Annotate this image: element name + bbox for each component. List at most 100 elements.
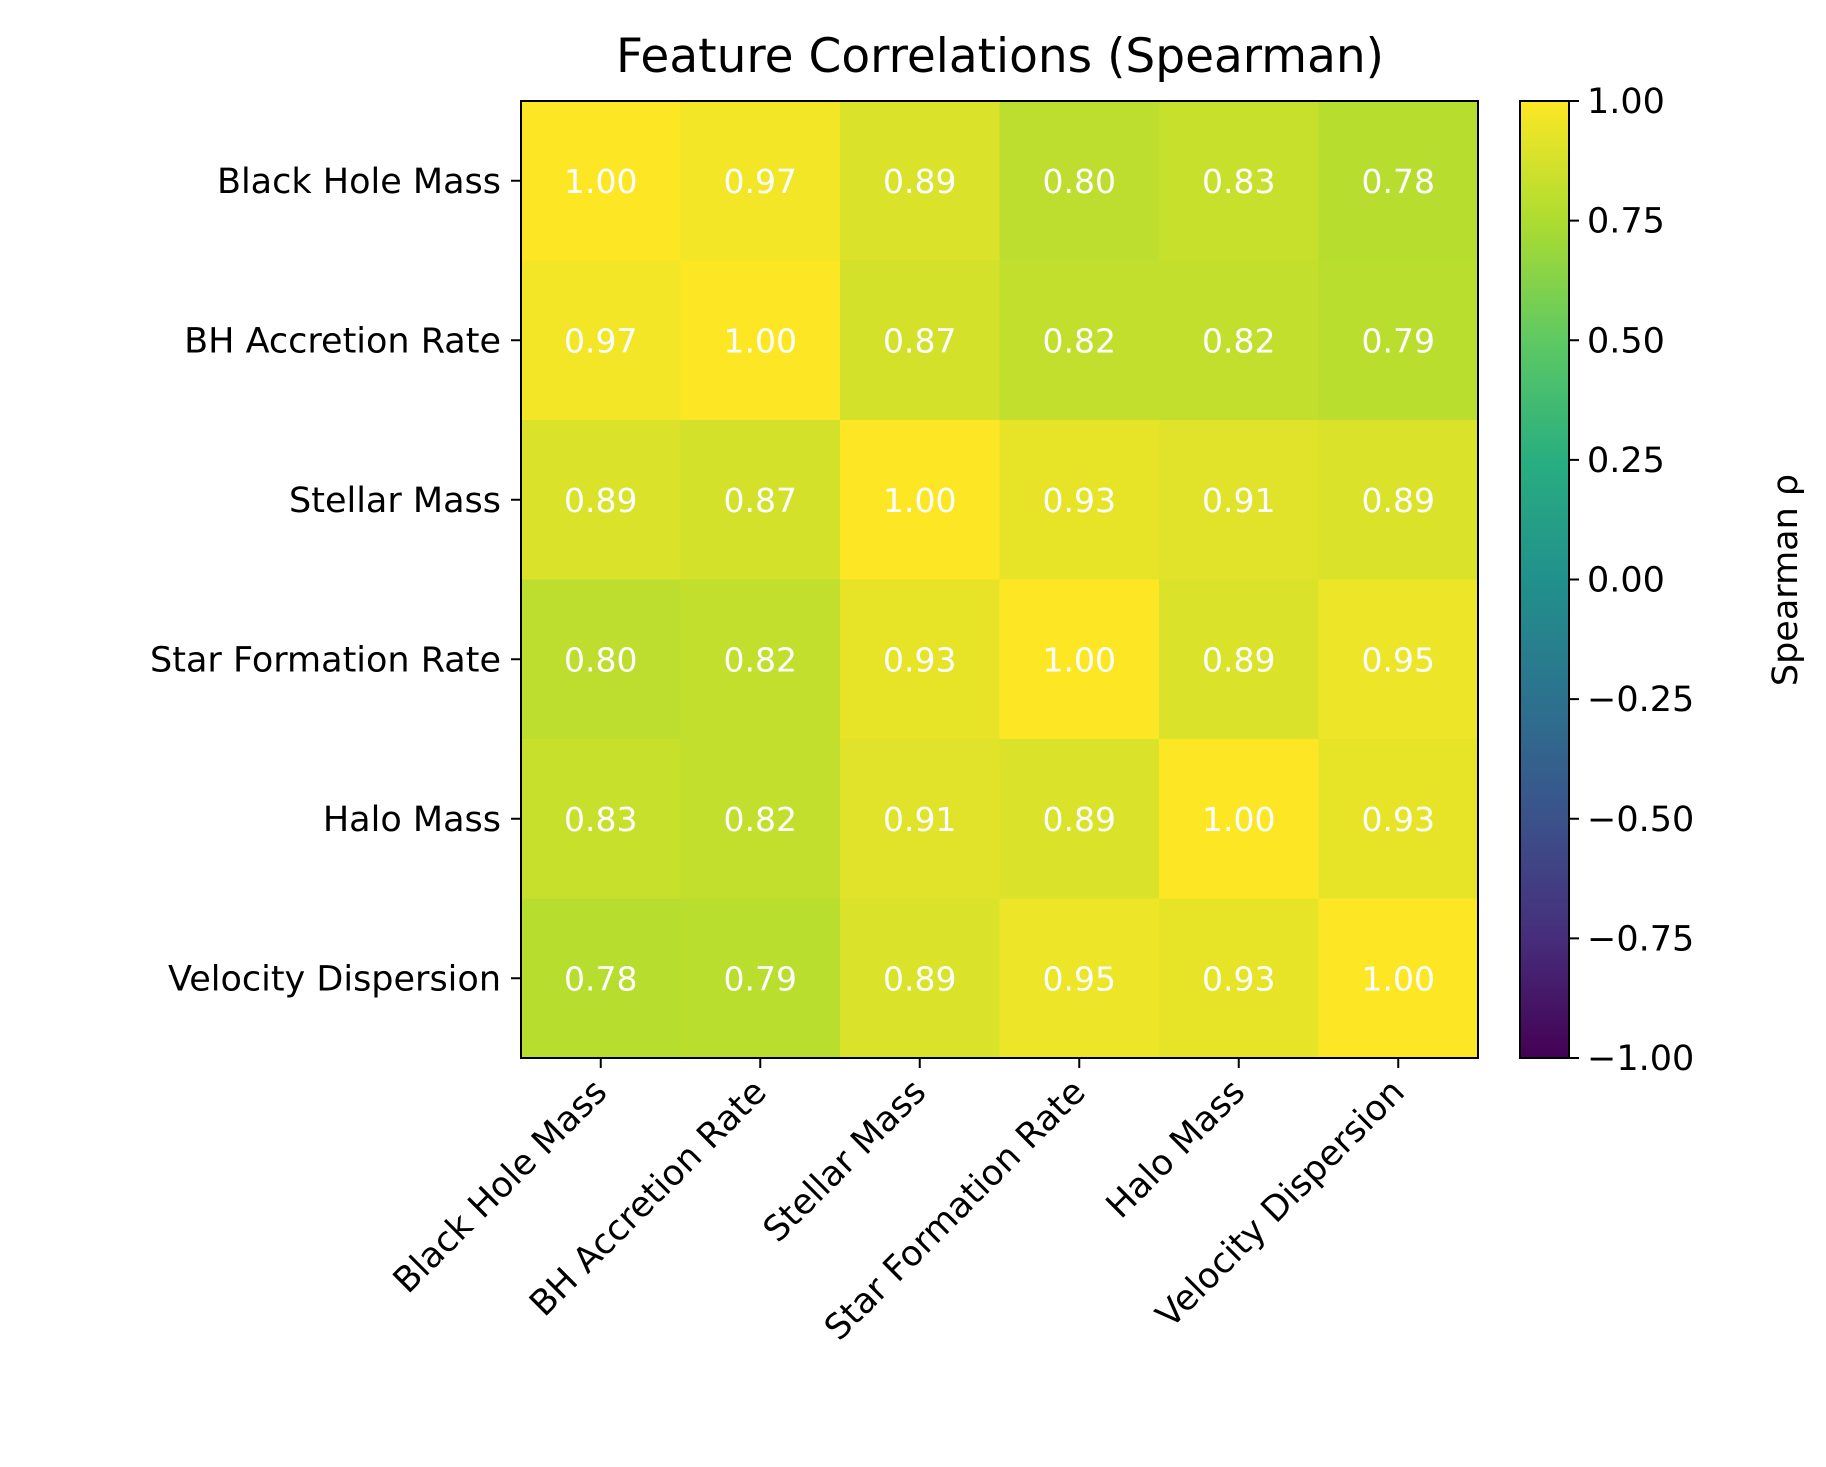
heatmap-cell <box>1318 101 1479 261</box>
heatmap-cell <box>840 898 1000 1059</box>
cell-value-label: 0.97 <box>724 162 797 201</box>
heatmap-cell <box>521 898 681 1059</box>
heatmap-cell <box>680 579 841 740</box>
heatmap-cell <box>680 420 841 580</box>
heatmap-cell <box>840 101 1000 261</box>
colorbar-tick-label: −0.75 <box>1587 919 1694 959</box>
cell-value-label: 0.78 <box>564 959 637 998</box>
heatmap-cell <box>840 420 1000 580</box>
heatmap-cell <box>1159 739 1319 899</box>
heatmap-cell <box>680 898 841 1059</box>
heatmap-cell <box>1159 579 1319 740</box>
cell-value-label: 0.91 <box>1202 481 1275 520</box>
chart-title: Feature Correlations (Spearman) <box>616 29 1384 84</box>
cell-value-label: 0.89 <box>564 481 637 520</box>
cell-value-label: 0.80 <box>1043 162 1116 201</box>
y-axis: Black Hole Mass BH Accretion Rate Stellar … <box>150 162 521 999</box>
heatmap-cell <box>521 420 681 580</box>
heatmap-cell-labels: 1.00 0.97 0.89 0.80 0.83 0.78 0.97 1.00 0.87 0.82… <box>564 162 1435 999</box>
x-tick-label: Halo Mass <box>1099 1072 1253 1226</box>
cell-value-label: 0.93 <box>1362 800 1435 839</box>
x-tick-label: Star Formation Rate <box>817 1072 1093 1348</box>
heatmap-cell <box>999 260 1160 421</box>
colorbar-label: Spearman ρ <box>1766 474 1806 686</box>
cell-value-label: 1.00 <box>1202 800 1275 839</box>
colorbar-tick-label: −0.25 <box>1587 680 1694 720</box>
heatmap-cell <box>521 579 681 740</box>
heatmap-cell <box>1159 101 1319 261</box>
cell-value-label: 0.82 <box>724 640 797 679</box>
heatmap-cell <box>840 579 1000 740</box>
colorbar-tick-label: −0.50 <box>1587 800 1694 840</box>
heatmap-cell <box>999 579 1160 740</box>
heatmap-cell <box>1318 260 1479 421</box>
cell-value-label: 0.95 <box>1043 959 1116 998</box>
plot-frame <box>520 100 1479 1059</box>
cell-value-label: 0.87 <box>883 321 956 360</box>
cell-value-label: 0.93 <box>1202 959 1275 998</box>
cell-value-label: 0.82 <box>1043 321 1116 360</box>
y-tick-label: BH Accretion Rate <box>184 321 501 361</box>
cell-value-label: 0.89 <box>1043 800 1116 839</box>
y-tick-label: Halo Mass <box>323 800 501 840</box>
cell-value-label: 0.89 <box>883 162 956 201</box>
colorbar-tick-label: 1.00 <box>1587 82 1665 122</box>
cell-value-label: 0.93 <box>1043 481 1116 520</box>
cell-value-label: 0.91 <box>883 800 956 839</box>
cell-value-label: 0.82 <box>1202 321 1275 360</box>
colorbar <box>1519 100 1570 1059</box>
cell-value-label: 0.95 <box>1362 640 1435 679</box>
heatmap-cell <box>521 260 681 421</box>
heatmap-cell <box>1159 898 1319 1059</box>
colorbar-tick-label: 0.75 <box>1587 202 1665 242</box>
heatmap-cell <box>1318 579 1479 740</box>
heatmap-cell <box>1318 420 1479 580</box>
cell-value-label: 0.89 <box>883 959 956 998</box>
cell-value-label: 0.93 <box>883 640 956 679</box>
heatmap-cell <box>999 739 1160 899</box>
heatmap-cell <box>1159 260 1319 421</box>
y-tick-label: Velocity Dispersion <box>168 959 501 999</box>
y-tick-label: Star Formation Rate <box>150 640 501 680</box>
colorbar-tick-label: 0.50 <box>1587 321 1665 361</box>
heatmap-cell <box>680 101 841 261</box>
y-tick-label: Stellar Mass <box>289 481 501 521</box>
cell-value-label: 0.89 <box>1362 481 1435 520</box>
heatmap-cell <box>999 101 1160 261</box>
heatmap-cell <box>999 898 1160 1059</box>
heatmap-cell <box>521 101 681 261</box>
cell-value-label: 0.79 <box>724 959 797 998</box>
cell-value-label: 0.89 <box>1202 640 1275 679</box>
cell-value-label: 0.83 <box>1202 162 1275 201</box>
x-tick-label: Stellar Mass <box>756 1072 934 1250</box>
heatmap-cell <box>999 420 1160 580</box>
heatmap-cell <box>680 739 841 899</box>
cell-value-label: 0.82 <box>724 800 797 839</box>
cell-value-label: 1.00 <box>564 162 637 201</box>
cell-value-label: 1.00 <box>724 321 797 360</box>
cell-value-label: 0.97 <box>564 321 637 360</box>
cell-value-label: 0.79 <box>1362 321 1435 360</box>
cell-value-label: 0.80 <box>564 640 637 679</box>
cell-value-label: 0.83 <box>564 800 637 839</box>
heatmap-cell <box>1318 739 1479 899</box>
cell-value-label: 1.00 <box>1362 959 1435 998</box>
cell-value-label: 1.00 <box>883 481 956 520</box>
cell-value-label: 0.87 <box>724 481 797 520</box>
heatmap-cell <box>1318 898 1479 1059</box>
colorbar-tick-label: −1.00 <box>1587 1039 1694 1079</box>
heatmap-cell <box>840 260 1000 421</box>
cell-value-label: 1.00 <box>1043 640 1116 679</box>
heatmap-cell <box>1159 420 1319 580</box>
colorbar-axis: 1.00 0.75 0.50 0.25 0.00 −0.25 −0.50 −0.75 −1.00 <box>1569 82 1694 1079</box>
y-tick-label: Black Hole Mass <box>217 162 501 202</box>
colorbar-tick-label: 0.25 <box>1587 441 1665 481</box>
heatmap-cell <box>521 739 681 899</box>
colorbar-tick-label: 0.00 <box>1587 561 1665 601</box>
heatmap-cell <box>840 739 1000 899</box>
cell-value-label: 0.78 <box>1362 162 1435 201</box>
heatmap-cells <box>521 101 1479 1059</box>
heatmap-cell <box>680 260 841 421</box>
